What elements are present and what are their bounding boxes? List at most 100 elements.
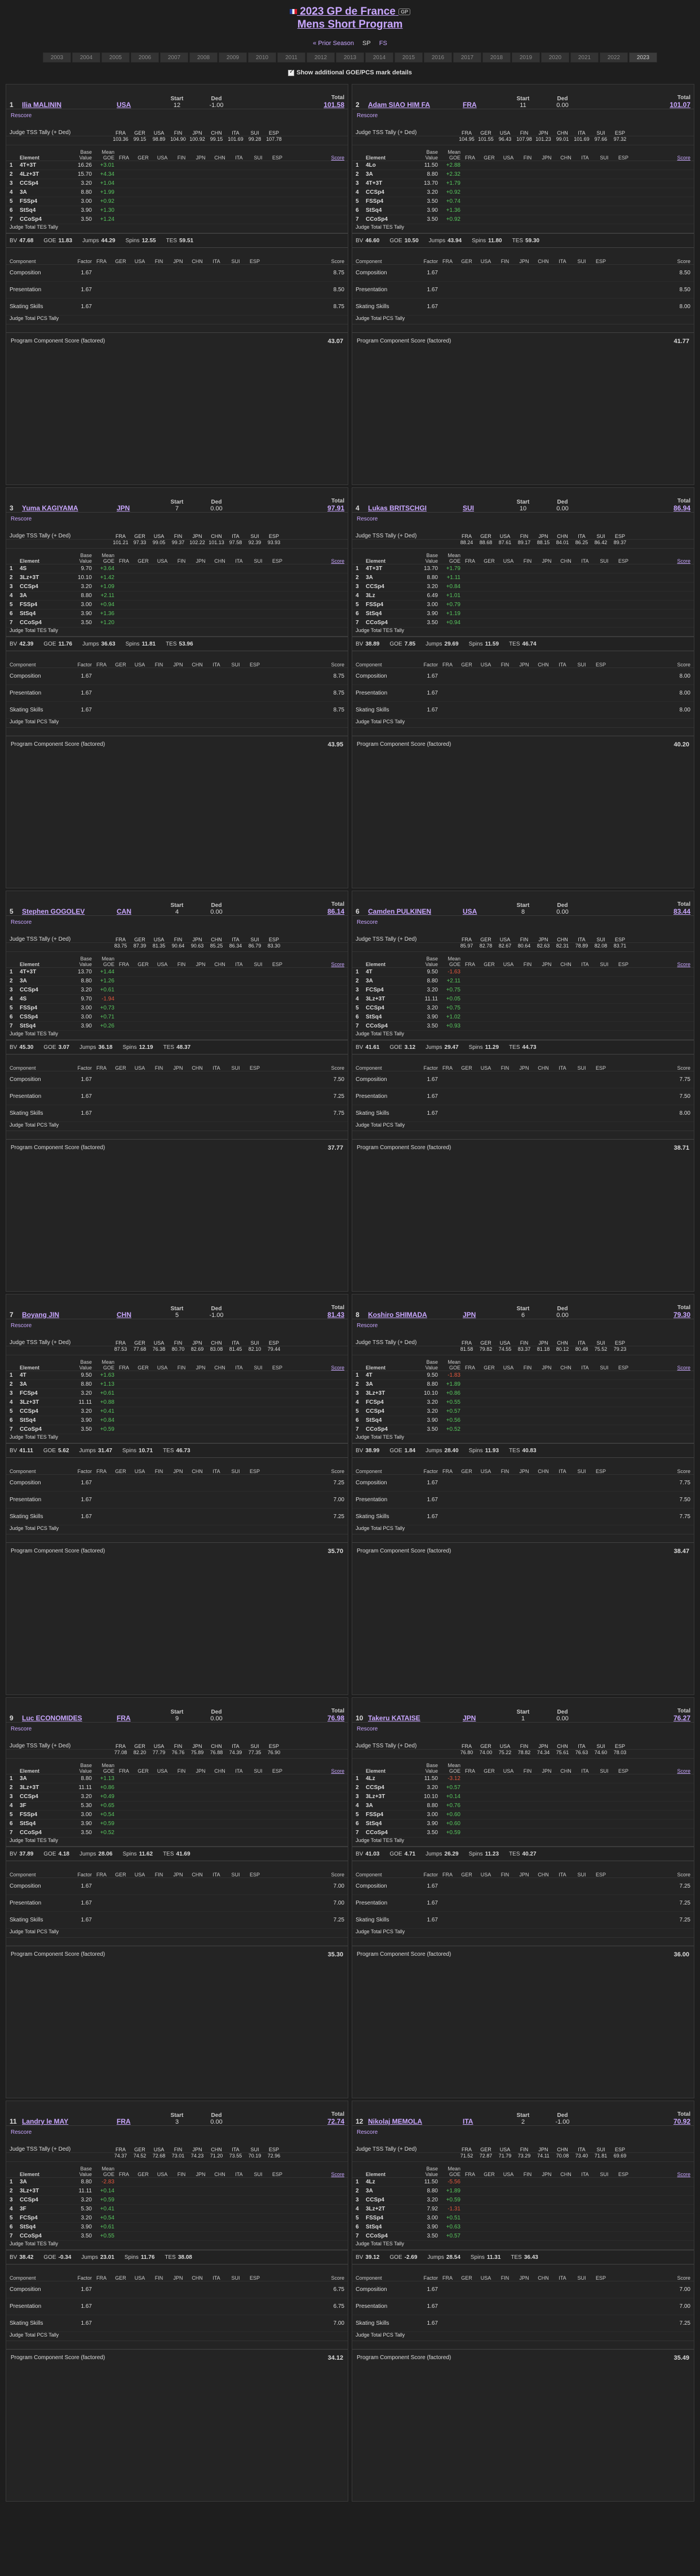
checkbox-icon[interactable] [288,69,295,76]
year-button[interactable]: 2012 [307,52,335,63]
summary-value: 3.07 [58,1044,70,1051]
year-button[interactable]: 2017 [453,52,481,63]
year-button[interactable]: 2018 [482,52,511,63]
element-mean-goe: +0.79 [446,602,460,608]
total-score-link[interactable]: 86.14 [327,907,344,915]
year-button[interactable]: 2014 [365,52,393,63]
element-row: 5 FSSp4 3.50 +0.74 [352,197,694,206]
total-score-link[interactable]: 81.43 [327,1311,344,1319]
year-button[interactable]: 2009 [219,52,247,63]
nation-link[interactable]: FRA [117,1714,131,1722]
year-button[interactable]: 2016 [424,52,452,63]
element-number: 1 [10,1776,13,1782]
total-score-link[interactable]: 101.07 [670,101,690,109]
skater-name-link[interactable]: Ilia MALININ [22,101,62,109]
tally-spacer [356,540,457,548]
event-title[interactable]: 2023 GP de France GP [0,6,700,18]
nation-link[interactable]: ITA [463,2117,473,2125]
judge-col-label: ESP [618,155,628,161]
rescore-link[interactable]: Rescore [11,112,32,119]
rescore-link[interactable]: Rescore [11,919,32,926]
total-score-link[interactable]: 83.44 [673,907,690,915]
rescore-link[interactable]: Rescore [11,1725,32,1732]
element-mean-goe: +1.26 [100,978,114,984]
year-button[interactable]: 2020 [541,52,569,63]
skater-name-link[interactable]: Luc ECONOMIDES [22,1714,82,1722]
nation-link[interactable]: FRA [117,2117,131,2125]
year-button[interactable]: 2003 [43,52,71,63]
skater-name-link[interactable]: Camden PULKINEN [368,907,432,915]
skater-name-link[interactable]: Landry le MAY [22,2117,69,2125]
rescore-link[interactable]: Rescore [11,515,32,522]
component-row: Presentation 1.67 7.25 [352,1895,694,1912]
total-score-link[interactable]: 70.92 [673,2117,690,2125]
prior-season-link[interactable]: « Prior Season [313,40,354,47]
year-button[interactable]: 2022 [600,52,628,63]
year-button[interactable]: 2004 [72,52,100,63]
skater-header: 8 Koshiro SHIMADA JPN Start 6 Ded 0.00 Total 79.… [352,1294,694,1319]
tss-tally-value: 86.42 [594,540,608,545]
year-button[interactable]: 2023 [629,52,657,63]
total-score-link[interactable]: 79.30 [673,1311,690,1319]
rescore-link[interactable]: Rescore [11,2129,32,2135]
fs-link[interactable]: FS [379,40,387,47]
rescore-link[interactable]: Rescore [357,919,378,926]
tss-tally-value: 86.34 [229,943,242,949]
segment-title[interactable]: Mens Short Program [297,19,403,30]
skater-name-link[interactable]: Koshiro SHIMADA [368,1311,427,1319]
tes-summary-row: BV 42.39 GOE 11.76 Jumps 36.63 Spins 11.81 TES 53… [6,637,348,651]
skater-name-link[interactable]: Takeru KATAISE [368,1714,420,1722]
ded-value: 0.00 [210,505,223,512]
total-score-link[interactable]: 76.98 [327,1714,344,1722]
rescore-link[interactable]: Rescore [357,1725,378,1732]
year-button[interactable]: 2011 [277,52,305,63]
judge-col-label: USA [134,1065,145,1071]
rescore-link[interactable]: Rescore [11,1322,32,1329]
skater-name-link[interactable]: Lukas BRITSCHGI [368,504,427,512]
component-factor: 1.67 [81,1514,92,1520]
tes-summary-row: BV 47.68 GOE 11.83 Jumps 44.29 Spins 12.55 TES 59… [6,233,348,248]
nation-link[interactable]: JPN [463,1714,476,1722]
element-mean-goe: -5.56 [448,2179,460,2185]
nation-link[interactable]: SUI [463,504,475,512]
total-score-link[interactable]: 97.91 [327,504,344,512]
summary-value: 23.01 [100,2254,114,2261]
nation-link[interactable]: FRA [463,101,477,109]
tss-tally-value: 89.37 [613,540,627,545]
year-button[interactable]: 2008 [189,52,218,63]
nation-link[interactable]: JPN [117,504,130,512]
skater-name-link[interactable]: Stephen GOGOLEV [22,907,85,915]
nation-link[interactable]: JPN [463,1311,476,1319]
element-number: 2 [10,2188,13,2194]
year-button[interactable]: 2013 [336,52,364,63]
goe-details-option[interactable]: Show additional GOE/PCS mark details [0,69,700,76]
element-mean-goe: +1.63 [100,1372,114,1378]
rescore-link[interactable]: Rescore [357,2129,378,2135]
nation-link[interactable]: USA [117,101,131,109]
total-score-link[interactable]: 101.58 [324,101,344,109]
year-button[interactable]: 2015 [395,52,423,63]
total-score-link[interactable]: 86.94 [673,504,690,512]
nation-link[interactable]: CHN [117,1311,131,1319]
component-score: 8.00 [679,673,690,679]
year-button[interactable]: 2007 [160,52,188,63]
skater-name-link[interactable]: Nikolaj MEMOLA [368,2117,423,2125]
skater-name-link[interactable]: Boyang JIN [22,1311,60,1319]
year-button[interactable]: 2021 [570,52,599,63]
rescore-link[interactable]: Rescore [357,112,378,119]
nation-link[interactable]: CAN [117,907,131,915]
total-score-link[interactable]: 76.27 [673,1714,690,1722]
skater-name-link[interactable]: Adam SIAO HIM FA [368,101,431,109]
element-row: 4 3F 5.30 +0.65 [6,1801,348,1810]
rescore-link[interactable]: Rescore [357,515,378,522]
year-button[interactable]: 2006 [131,52,159,63]
rescore-link[interactable]: Rescore [357,1322,378,1329]
year-button[interactable]: 2019 [512,52,540,63]
total-score-link[interactable]: 72.74 [327,2117,344,2125]
skater-name-link[interactable]: Yuma KAGIYAMA [22,504,78,512]
year-button[interactable]: 2010 [248,52,276,63]
nation-link[interactable]: USA [463,907,477,915]
element-number: 2 [10,1785,13,1791]
year-button[interactable]: 2005 [101,52,130,63]
judge-col-label: FIN [500,1469,510,1474]
